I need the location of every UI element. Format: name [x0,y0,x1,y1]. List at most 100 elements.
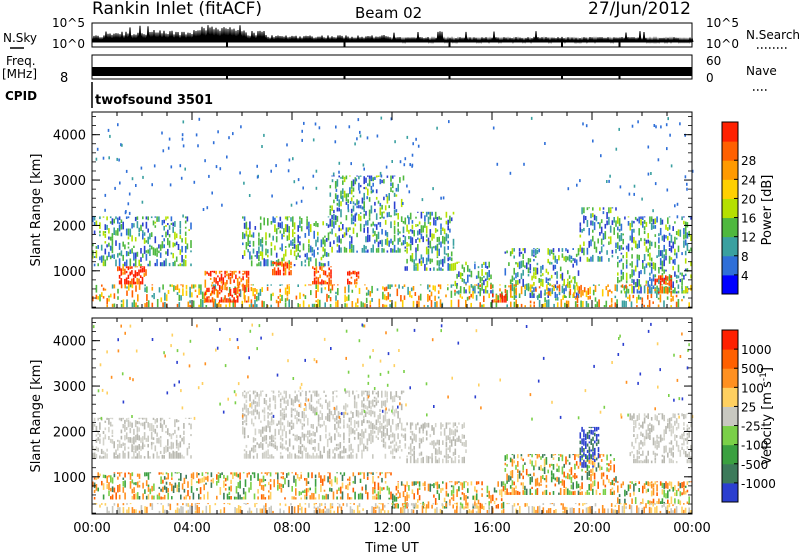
power-cell [336,207,339,212]
power-cell [375,224,378,230]
ground-scatter-cell [247,454,249,459]
power-cell [488,261,490,268]
power-cell [165,231,167,238]
power-cell [334,233,337,237]
velocity-cell [652,498,655,504]
velocity-cell [383,510,386,514]
power-cell [388,211,390,217]
power-cell [424,264,426,271]
ground-scatter-cell [294,408,296,412]
power-cell [645,221,648,227]
velocity-cell-positive [597,462,600,468]
power-cell-strong [272,269,274,276]
ground-scatter-cell [382,415,385,424]
velocity-cell [205,472,207,474]
ground-scatter-cell [672,452,674,458]
velocity-cell [683,481,685,488]
velocity-cell-positive [586,432,589,439]
velocity-cell-positive [594,459,596,462]
power-cell-strong [226,280,228,285]
ground-scatter-cell [138,444,140,450]
power-noise-cell [295,201,298,205]
power-cell-strong [288,271,290,276]
power-cell-strong [220,273,223,281]
power-cell [425,234,428,238]
velocity-cell [268,481,270,486]
velocity-cell [533,465,535,471]
ground-scatter-cell [251,401,253,409]
velocity-cell [650,501,653,504]
velocity-cell [572,454,574,456]
velocity-cell [304,507,307,514]
power-cell [550,249,553,254]
velocity-cell-positive [581,426,583,432]
power-scatter [92,116,694,308]
power-cell [622,255,624,259]
velocity-cell [502,508,505,514]
power-cell-strong [208,287,210,293]
velocity-cell [133,494,135,500]
velocity-cell [117,507,119,514]
ground-scatter-cell [377,400,379,403]
power-cell [389,284,391,290]
power-cell-strong [139,266,142,269]
ground-scatter-cell [417,457,419,464]
power-cell [281,221,283,229]
power-cell [417,224,419,227]
ground-scatter-cell [177,442,180,451]
power-cell [556,285,559,289]
power-cell [690,234,692,241]
power-cell [437,284,440,287]
velocity-cell [320,475,322,483]
power-cell [299,220,301,228]
velocity-cell [346,503,348,507]
ground-scatter-cell [267,415,269,419]
power-cell [163,226,165,231]
ground-scatter-cell [279,402,282,408]
velocity-cell [547,508,550,514]
power-cell [250,255,253,260]
ground-scatter-cell [179,434,182,438]
power-cell [372,177,374,182]
velocity-cell [511,458,514,467]
power-cell [320,284,323,286]
ground-scatter-cell [461,442,464,446]
velocity-noise-cell [385,331,387,335]
ground-scatter-cell [443,428,446,436]
power-cell [203,293,206,300]
power-noise-cell [415,137,417,141]
ground-scatter-cell [308,430,311,438]
ground-scatter-cell [106,453,108,459]
ground-scatter-cell [658,413,660,415]
power-cell [184,237,187,244]
power-cell [499,288,501,292]
velocity-cell [681,506,683,514]
power-cell [411,220,414,224]
velocity-cell [162,472,164,475]
velocity-cell [198,478,200,484]
ground-scatter-cell [429,442,432,445]
power-cell [679,272,682,275]
power-cell [142,230,144,234]
velocity-cell [492,507,494,514]
power-cell [663,286,665,294]
ground-scatter-cell [337,411,340,418]
power-cell-strong [125,277,128,285]
power-cell [414,292,417,296]
power-cell [161,241,164,249]
power-noise-cell [208,174,210,178]
power-cell [250,260,253,267]
ground-scatter-cell [281,455,284,459]
power-cell [252,304,254,308]
ground-scatter-cell [99,455,101,459]
power-cell-strong [139,275,142,278]
ground-scatter-cell [409,455,412,464]
power-cell [325,252,328,257]
power-cell [688,230,690,237]
power-cell [617,226,619,231]
power-cell [479,276,482,283]
power-cell-strong [118,280,121,285]
power-cell [422,236,424,243]
nsky-trace [91,25,694,47]
ground-scatter-cell [672,460,674,464]
